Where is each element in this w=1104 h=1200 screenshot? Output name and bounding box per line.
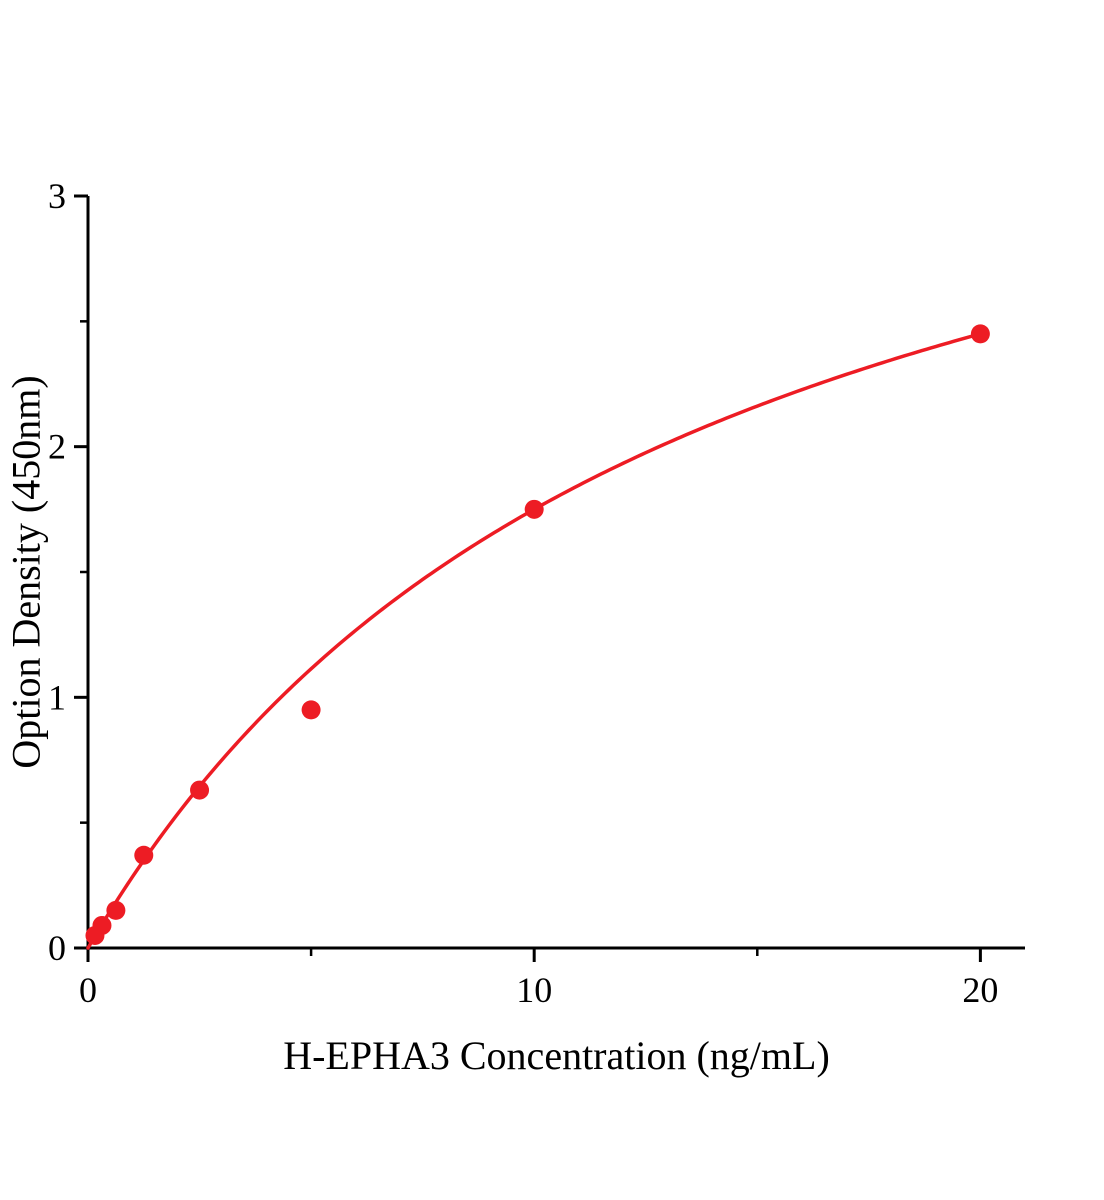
y-tick-label: 3 xyxy=(48,176,66,216)
data-point xyxy=(134,845,154,865)
y-tick-label: 2 xyxy=(48,427,66,467)
data-point xyxy=(92,915,112,935)
fit-curve xyxy=(86,332,983,950)
data-point xyxy=(524,499,544,519)
y-axis-title: Option Density (450nm) xyxy=(3,375,49,769)
y-tick-label: 0 xyxy=(48,928,66,968)
y-tick-label: 1 xyxy=(48,677,66,717)
data-point xyxy=(190,780,210,800)
x-tick-label: 20 xyxy=(962,970,998,1010)
x-tick-label: 0 xyxy=(79,970,97,1010)
data-point xyxy=(970,324,990,344)
x-axis-title: H-EPHA3 Concentration (ng/mL) xyxy=(283,1033,830,1078)
data-point xyxy=(106,900,126,920)
data-point xyxy=(301,700,321,720)
x-tick-label: 10 xyxy=(516,970,552,1010)
